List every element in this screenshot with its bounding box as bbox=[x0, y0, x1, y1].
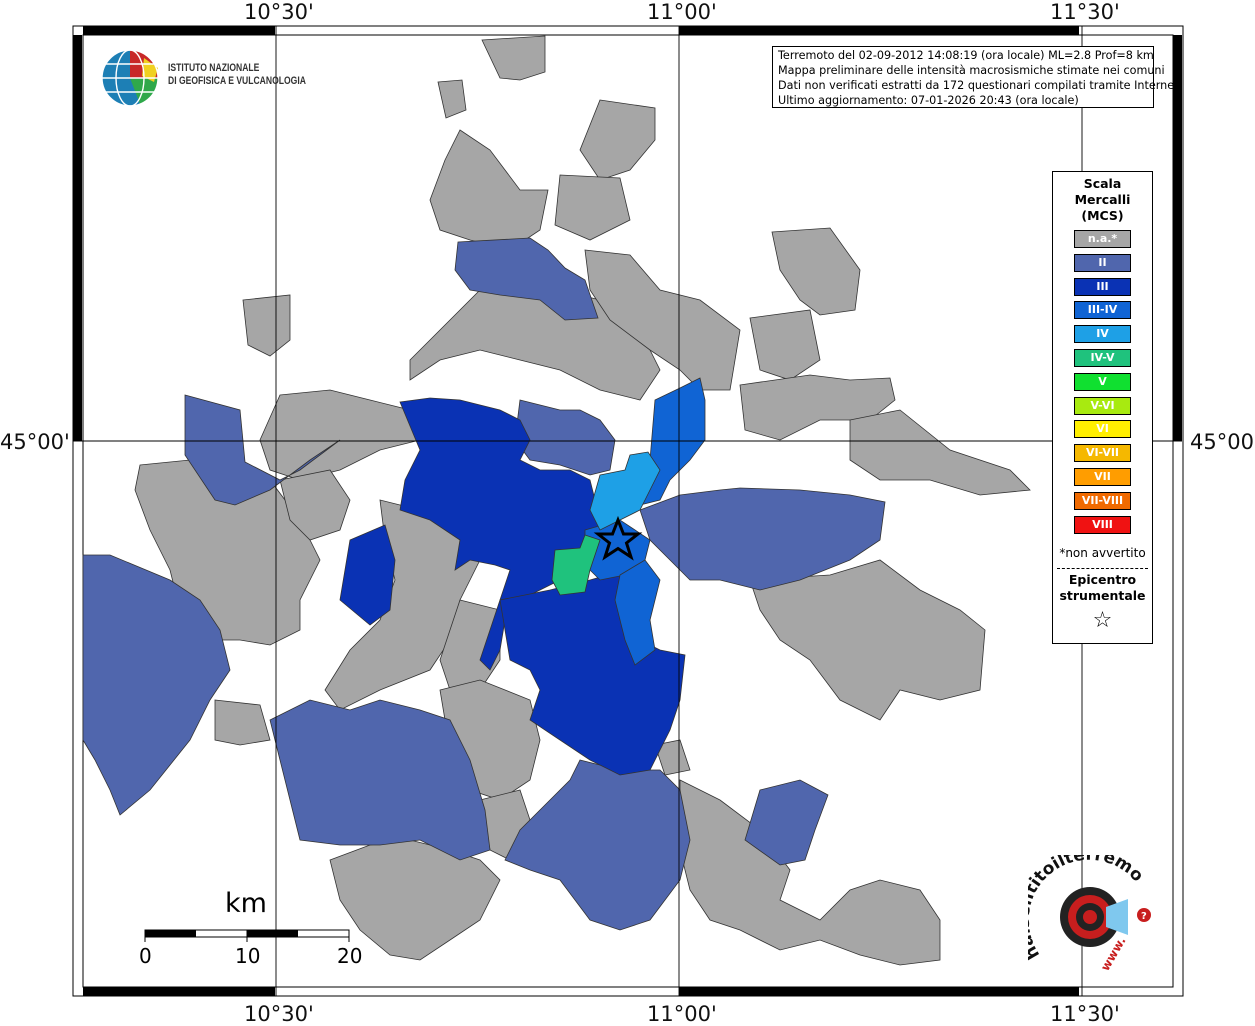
legend-title-line: (MCS) bbox=[1081, 208, 1124, 223]
scale-bar bbox=[144, 929, 350, 942]
left-lat-label: 45°00' bbox=[0, 430, 70, 454]
municipality-na bbox=[679, 779, 941, 966]
ingv-name: ISTITUTO NAZIONALE DI GEOFISICA E VULCAN… bbox=[168, 62, 306, 88]
municipality-na bbox=[584, 249, 741, 391]
info-line: Mappa preliminare delle intensità macros… bbox=[778, 64, 1165, 77]
municipality-II bbox=[269, 699, 491, 861]
info-line: Dati non verificati estratti da 172 ques… bbox=[778, 79, 1183, 92]
map-frame bbox=[72, 25, 1184, 997]
legend-swatch: III bbox=[1074, 277, 1131, 296]
legend-swatch: V bbox=[1074, 372, 1131, 391]
municipality-na bbox=[214, 699, 271, 746]
legend-swatch: n.a.* bbox=[1074, 230, 1131, 248]
top-lon-label: 11°30' bbox=[1050, 0, 1120, 24]
municipality-na bbox=[242, 294, 291, 357]
municipality-II bbox=[514, 399, 616, 476]
info-line: Terremoto del 02-09-2012 14:08:19 (ora l… bbox=[778, 49, 1154, 62]
scale-label: 10 bbox=[235, 944, 261, 968]
legend-swatch: VIII bbox=[1074, 515, 1131, 534]
ingv-name-line1: ISTITUTO NAZIONALE bbox=[168, 62, 260, 74]
municipality-na bbox=[739, 374, 896, 441]
municipality-na bbox=[579, 99, 656, 181]
haisentito-logo-icon: ? haisentitoilterremoto.it www. bbox=[1028, 855, 1151, 973]
epicenter-star-icon bbox=[593, 515, 643, 561]
legend-swatch: II bbox=[1074, 253, 1131, 272]
municipality-II bbox=[184, 394, 341, 506]
legend-epicenter-line: strumentale bbox=[1059, 588, 1146, 603]
municipality-na bbox=[481, 35, 546, 81]
event-info-box: Terremoto del 02-09-2012 14:08:19 (ora l… bbox=[772, 46, 1183, 108]
municipality-na bbox=[749, 559, 986, 721]
right-lat-label: 45°00' bbox=[1190, 430, 1255, 454]
municipality-na bbox=[654, 739, 691, 776]
municipality-II bbox=[639, 487, 886, 591]
legend-swatch: VII bbox=[1074, 468, 1131, 486]
municipality-III bbox=[339, 524, 396, 626]
bottom-lon-label: 11°00' bbox=[647, 1002, 717, 1026]
ingv-globe-icon bbox=[101, 49, 159, 107]
legend-divider bbox=[1057, 568, 1148, 569]
legend-title-line: Mercalli bbox=[1074, 192, 1131, 207]
legend-epicenter-line: Epicentro bbox=[1068, 572, 1137, 587]
top-lon-label: 11°00' bbox=[647, 0, 717, 24]
scale-label: 0 bbox=[139, 944, 152, 968]
municipality-na bbox=[749, 309, 821, 381]
municipality-na bbox=[849, 409, 1031, 496]
legend-swatch: IV-V bbox=[1074, 349, 1131, 367]
municipality-na bbox=[429, 129, 549, 251]
municipality-II bbox=[504, 759, 691, 931]
municipality-II bbox=[744, 779, 829, 866]
scale-label: 20 bbox=[337, 944, 363, 968]
ingv-name-line2: DI GEOFISICA E VULCANOLOGIA bbox=[168, 75, 306, 87]
municipality-na bbox=[259, 389, 421, 481]
municipalities bbox=[82, 35, 1031, 966]
legend-swatch: III-IV bbox=[1074, 301, 1131, 320]
municipality-na bbox=[329, 839, 501, 961]
municipality-II bbox=[82, 554, 231, 816]
svg-text:?: ? bbox=[1141, 911, 1147, 922]
bottom-lon-label: 10°30' bbox=[244, 1002, 314, 1026]
bottom-lon-label: 11°30' bbox=[1050, 1002, 1120, 1026]
municipality-na bbox=[437, 79, 467, 119]
legend-epicenter-label: Epicentro strumentale bbox=[1053, 572, 1152, 604]
legend-swatch: IV bbox=[1074, 325, 1131, 344]
info-line: Ultimo aggiornamento: 07-01-2026 20:43 (… bbox=[778, 94, 1079, 107]
legend-swatch: V-VI bbox=[1074, 396, 1131, 415]
municipality-II bbox=[454, 237, 599, 321]
municipality-IV bbox=[589, 451, 661, 531]
intensity-legend: Scala Mercalli (MCS) n.a.* II III III-IV IV I… bbox=[1052, 171, 1153, 644]
municipality-na bbox=[554, 174, 631, 241]
municipality-III-IV bbox=[614, 559, 661, 666]
scale-unit: km bbox=[225, 888, 267, 919]
legend-note: *non avvertito bbox=[1059, 546, 1146, 560]
municipality-IV-V bbox=[551, 534, 601, 596]
legend-star-icon: ☆ bbox=[1092, 608, 1113, 633]
legend-title-line: Scala bbox=[1083, 176, 1122, 191]
legend-title: Scala Mercalli (MCS) bbox=[1053, 176, 1152, 224]
municipality-na bbox=[771, 227, 861, 316]
top-lon-label: 10°30' bbox=[244, 0, 314, 24]
municipality-na bbox=[279, 469, 351, 541]
legend-swatch: VI bbox=[1074, 420, 1131, 439]
municipality-III bbox=[399, 397, 601, 671]
legend-swatch: VII-VIII bbox=[1074, 491, 1131, 510]
legend-swatch: VI-VII bbox=[1074, 444, 1131, 463]
